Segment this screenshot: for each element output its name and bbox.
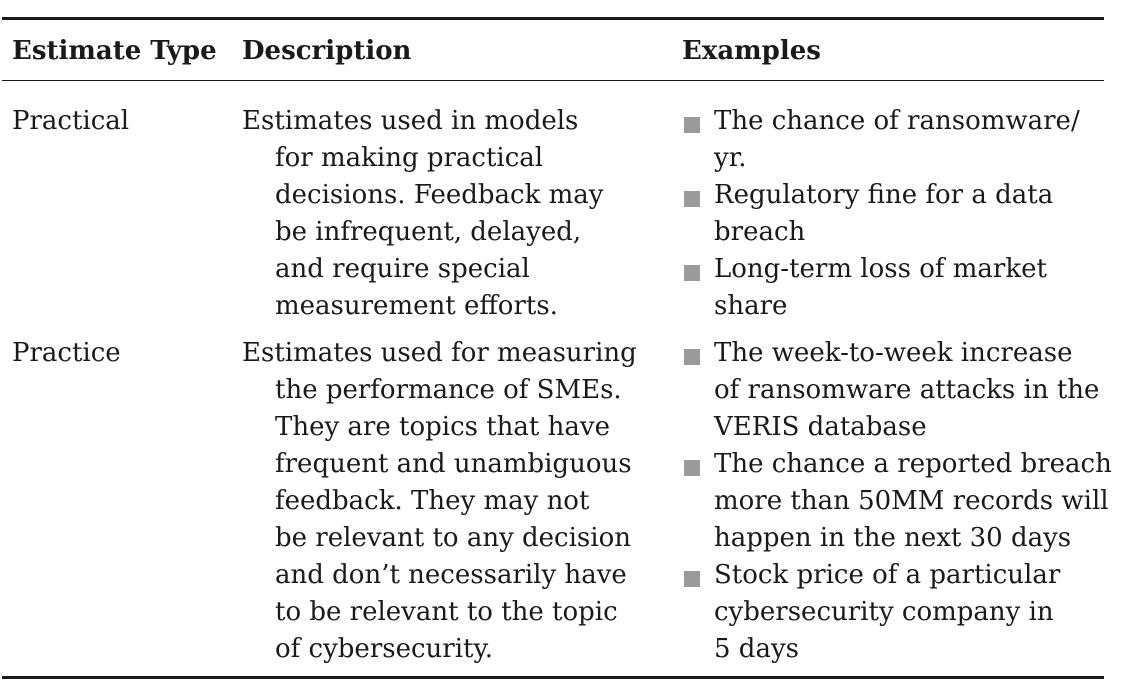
example-line: 5 days: [714, 634, 799, 664]
description-line: frequent and unambiguous: [275, 449, 632, 479]
description-line: decisions. Feedback may: [275, 180, 604, 210]
example-line: The chance of ransomware/: [714, 106, 1080, 136]
description-line: Estimates used for measuring: [242, 338, 637, 368]
header-estimate-type: Estimate Type: [12, 36, 217, 66]
description-line: be infrequent, delayed,: [275, 217, 582, 247]
table-bottom-rule: [2, 676, 1104, 679]
row-practice-description: Estimates used for measuring the perform…: [242, 335, 637, 668]
header-examples: Examples: [682, 36, 821, 66]
description-line: to be relevant to the topic: [275, 597, 618, 627]
square-bullet-icon: [684, 460, 700, 476]
description-line: be relevant to any decision: [275, 523, 631, 553]
example-line: yr.: [714, 143, 747, 173]
list-item: The week-to-week increase of ransomware …: [682, 335, 1112, 446]
example-line: Regulatory fine for a data: [714, 180, 1054, 210]
description-line: They are topics that have: [275, 412, 610, 442]
list-item: Long-term loss of market share: [682, 251, 1080, 325]
description-line: for making practical: [275, 143, 544, 173]
example-line: of ransomware attacks in the: [714, 375, 1100, 405]
row-practical-examples: The chance of ransomware/ yr. Regulatory…: [682, 103, 1080, 325]
example-line: happen in the next 30 days: [714, 523, 1072, 553]
example-line: share: [714, 291, 788, 321]
description-line: and don’t necessarily have: [275, 560, 627, 590]
description-line: Estimates used in models: [242, 106, 579, 136]
row-practical-type: Practical: [12, 106, 130, 136]
example-line: more than 50MM records will: [714, 486, 1109, 516]
example-line: The week-to-week increase: [714, 338, 1073, 368]
example-line: Stock price of a particular: [714, 560, 1061, 590]
description-line: measurement efforts.: [275, 291, 558, 321]
list-item: Stock price of a particular cybersecurit…: [682, 557, 1112, 668]
list-item: The chance a reported breach more than 5…: [682, 446, 1112, 557]
list-item: The chance of ransomware/ yr.: [682, 103, 1080, 177]
example-line: Long-term loss of market: [714, 254, 1047, 284]
description-line: of cybersecurity.: [275, 634, 493, 664]
table-header-rule: [2, 80, 1104, 81]
square-bullet-icon: [684, 191, 700, 207]
list-item: Regulatory fine for a data breach: [682, 177, 1080, 251]
description-line: feedback. They may not: [275, 486, 590, 516]
description-line: and require special: [275, 254, 530, 284]
example-line: The chance a reported breach: [714, 449, 1112, 479]
row-practice-examples: The week-to-week increase of ransomware …: [682, 335, 1112, 668]
square-bullet-icon: [684, 349, 700, 365]
square-bullet-icon: [684, 117, 700, 133]
example-line: VERIS database: [714, 412, 927, 442]
example-line: breach: [714, 217, 806, 247]
square-bullet-icon: [684, 571, 700, 587]
description-line: the performance of SMEs.: [275, 375, 622, 405]
example-line: cybersecurity company in: [714, 597, 1054, 627]
table-top-rule: [2, 17, 1104, 20]
header-description: Description: [242, 36, 412, 66]
square-bullet-icon: [684, 265, 700, 281]
row-practice-type: Practice: [12, 338, 121, 368]
row-practical-description: Estimates used in models for making prac…: [242, 103, 603, 325]
